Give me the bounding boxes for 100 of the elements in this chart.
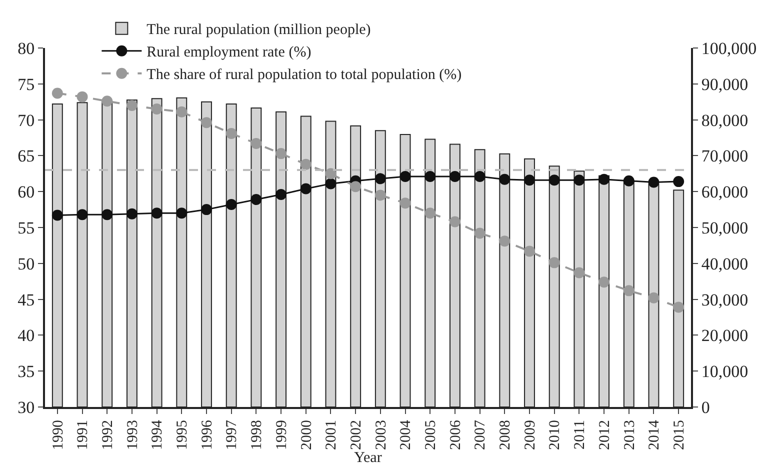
point [276,148,287,160]
point [52,210,63,221]
point [524,246,535,257]
point [400,171,411,182]
x-tick-label: 2015 [671,420,688,450]
point [151,104,162,115]
x-tick-label: 2004 [398,420,414,450]
point [499,174,510,185]
y2-tick-label: 90,000 [701,74,748,94]
x-tick-label: 1999 [274,420,290,450]
x-tick-label: 2005 [422,420,439,450]
point [449,171,460,182]
point [126,208,138,220]
x-tick-label: 2000 [298,420,315,450]
point [623,175,634,186]
y-tick-label: 70 [18,110,35,130]
y2-tick-label: 70,000 [701,146,748,166]
x-tick-label: 1995 [174,420,191,450]
point [76,209,88,220]
point [598,276,610,288]
legend-label: Rural employment rate (%) [146,44,312,61]
point [374,173,386,184]
point [350,181,362,192]
x-tick-label: 2003 [373,420,390,450]
point [400,198,411,209]
point [201,204,212,216]
point [499,236,510,247]
point [102,209,113,220]
y-tick-label: 60 [18,182,35,202]
point [250,194,262,205]
point [424,171,436,182]
legend-label: The rural population (million people) [146,22,371,38]
point [374,190,386,201]
x-tick-label: 2010 [547,420,564,450]
point [325,178,336,190]
point [300,183,312,194]
point [474,228,486,239]
x-tick-label: 1993 [124,420,141,450]
x-tick-label: 1996 [199,420,216,450]
y-tick-label: 30 [18,398,35,417]
point [201,117,212,128]
x-tick-label: 2008 [498,420,514,450]
point [548,174,560,186]
x-tick-label: 2002 [348,420,364,450]
y2-tick-label: 20,000 [701,326,748,346]
y2-tick-label: 50,000 [701,218,748,238]
point [598,174,610,185]
y-tick-label: 45 [18,290,35,310]
point [102,96,113,107]
y2-tick-label: 40,000 [701,254,748,274]
point [250,138,262,149]
x-tick-label: 2014 [646,420,663,450]
y-tick-label: 40 [18,326,35,346]
point [623,285,634,296]
point [226,199,237,210]
point [126,100,138,111]
point [424,208,436,219]
point [176,208,188,219]
legend-label: The share of rural population to total population (%) [146,67,462,84]
x-tick-label: 2012 [596,420,613,450]
point [325,168,336,180]
x-tick-label: 1990 [50,420,66,450]
x-axis-title: Year [354,450,382,466]
x-tick-label: 1992 [100,420,116,450]
y-tick-label: 80 [18,38,35,58]
y-tick-label: 65 [18,146,35,166]
point [648,292,660,304]
point [226,128,237,139]
x-tick-label: 2009 [522,420,538,450]
x-tick-label: 1991 [75,420,92,450]
x-tick-label: 2006 [448,420,464,450]
point [449,216,460,228]
point [52,88,63,99]
point [673,302,684,313]
point [474,171,486,182]
point [151,208,162,219]
y2-tick-label: 80,000 [701,110,748,130]
point [673,176,684,188]
y2-tick-label: 60,000 [701,182,748,202]
y2-tick-label: 30,000 [701,290,748,310]
x-tick-label: 2001 [324,420,340,450]
point [76,91,88,102]
x-tick-label: 2013 [622,420,638,450]
y-tick-label: 50 [18,254,35,274]
point [574,174,585,186]
y2-tick-label: 100,000 [701,38,757,58]
y2-tick-label: 10,000 [701,362,748,382]
x-tick-label: 1997 [224,420,240,450]
point [574,267,585,278]
x-tick-label: 2007 [472,420,489,450]
y-tick-label: 55 [18,218,35,238]
point [648,176,660,188]
point [548,257,560,268]
y-tick-label: 35 [18,362,35,382]
x-tick-label: 1994 [150,420,166,450]
x-tick-label: 2011 [572,420,588,450]
x-tick-label: 1998 [249,420,266,450]
y2-tick-label: 0 [701,398,710,417]
point [524,174,535,186]
point [300,158,312,170]
